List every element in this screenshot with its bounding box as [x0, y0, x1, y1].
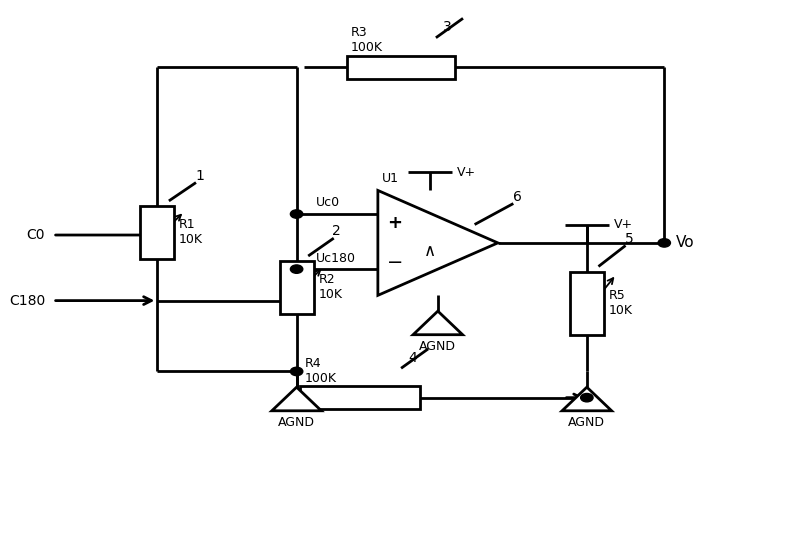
Bar — [279, 261, 314, 314]
Text: AGND: AGND — [278, 416, 315, 429]
Bar — [140, 206, 174, 259]
Circle shape — [581, 393, 593, 402]
Text: R1
10K: R1 10K — [179, 219, 203, 246]
Circle shape — [290, 210, 302, 218]
Text: 6: 6 — [513, 190, 522, 204]
Circle shape — [290, 367, 302, 376]
Text: AGND: AGND — [419, 340, 456, 353]
Text: 3: 3 — [443, 20, 452, 34]
Polygon shape — [413, 311, 462, 335]
Text: +: + — [387, 214, 402, 232]
Polygon shape — [562, 387, 612, 411]
Text: R3
100K: R3 100K — [350, 26, 382, 54]
Text: AGND: AGND — [568, 416, 606, 429]
Bar — [347, 55, 455, 79]
Text: 1: 1 — [195, 168, 204, 183]
Text: V+: V+ — [458, 166, 476, 179]
Circle shape — [658, 239, 670, 247]
Text: C0: C0 — [26, 228, 45, 242]
Text: Vo: Vo — [676, 236, 694, 251]
Text: 4: 4 — [408, 351, 417, 365]
Text: C180: C180 — [9, 294, 45, 308]
Text: R5
10K: R5 10K — [609, 289, 633, 317]
Text: Uc180: Uc180 — [316, 252, 356, 265]
Circle shape — [290, 265, 302, 273]
Text: 2: 2 — [333, 224, 342, 238]
Polygon shape — [272, 387, 322, 411]
Text: 5: 5 — [625, 231, 634, 246]
Text: Uc0: Uc0 — [316, 196, 340, 209]
Text: U1: U1 — [382, 172, 398, 185]
Text: R4
100K: R4 100K — [304, 357, 336, 384]
Polygon shape — [378, 190, 498, 295]
Text: R2
10K: R2 10K — [318, 273, 342, 302]
Text: ∧: ∧ — [424, 242, 436, 260]
Text: V+: V+ — [614, 218, 633, 231]
Text: −: − — [386, 253, 403, 272]
Bar — [301, 386, 421, 409]
Bar — [570, 272, 604, 335]
